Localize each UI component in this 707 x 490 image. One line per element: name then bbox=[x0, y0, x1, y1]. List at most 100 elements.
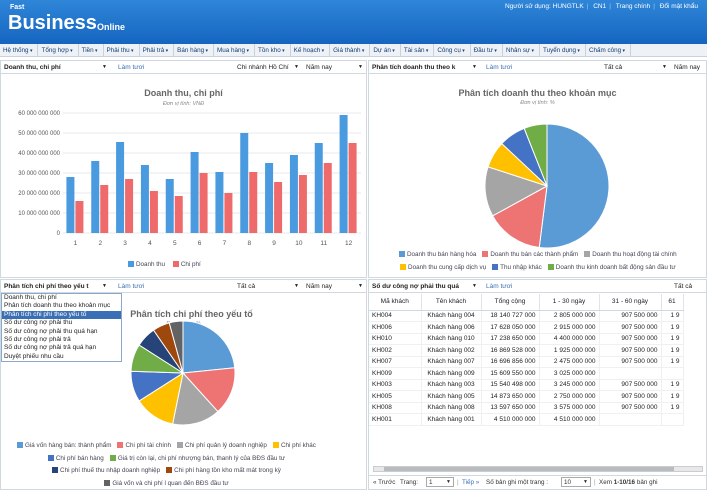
menu-item[interactable]: Nhân sự bbox=[503, 44, 541, 56]
scrollbar-thumb[interactable] bbox=[384, 467, 674, 471]
receivables-panel: Số dư công nợ phải thu quá ▼ Làm tươi Tấ… bbox=[368, 279, 707, 490]
chevron-down-icon[interactable]: ▼ bbox=[358, 283, 363, 289]
table-row[interactable]: KH003 Khách hàng 003 15 540 498 000 3 245 0… bbox=[369, 379, 684, 391]
per-page-label: Số bản ghi một trang : bbox=[486, 479, 548, 486]
table-cell: 17 238 650 000 bbox=[481, 333, 540, 345]
bar bbox=[274, 182, 283, 233]
table-cell: 16 869 528 000 bbox=[481, 344, 540, 357]
refresh-link[interactable]: Làm tươi bbox=[486, 283, 513, 290]
pie-slice bbox=[182, 320, 236, 374]
menu-item[interactable]: Tồn kho bbox=[255, 44, 291, 56]
report-select[interactable]: Số dư công nợ phải thu quá bbox=[372, 283, 459, 290]
chevron-down-icon[interactable]: ▼ bbox=[294, 64, 299, 70]
menu-item[interactable]: Dự án bbox=[370, 44, 401, 56]
column-header[interactable]: 31 - 60 ngày bbox=[599, 294, 662, 311]
legend-item: Doanh thu bán hàng hóa bbox=[399, 251, 476, 258]
menu-item[interactable]: Chấm công bbox=[586, 44, 632, 56]
dropdown-option[interactable]: Số dư công nợ phải trả quá hạn bbox=[4, 344, 97, 352]
table-row[interactable]: KH002 Khách hàng 002 16 869 528 000 1 925 0… bbox=[369, 344, 684, 357]
table-cell: 1 9 bbox=[661, 333, 684, 345]
filter-select[interactable]: Tất cả bbox=[674, 283, 693, 290]
home-link[interactable]: Trang chính bbox=[615, 3, 651, 10]
column-header[interactable]: Mã khách bbox=[369, 294, 422, 311]
bar bbox=[249, 172, 258, 233]
table-cell: 907 500 000 bbox=[599, 321, 662, 334]
pie-slice bbox=[181, 367, 236, 413]
dropdown-option[interactable]: Số dư công nợ phải trả bbox=[4, 335, 71, 343]
user-label: Người sử dụng: HUNGTLK bbox=[504, 3, 584, 10]
chevron-down-icon[interactable]: ▼ bbox=[472, 64, 477, 70]
table-cell bbox=[661, 367, 684, 380]
period-select[interactable]: Năm nay bbox=[306, 283, 333, 290]
revenue-expense-panel: Doanh thu, chi phí ▼ Làm tươi Chi nhánh … bbox=[0, 60, 367, 278]
menu-item[interactable]: Bán hàng bbox=[174, 44, 215, 56]
dropdown-option[interactable]: Phân tích chi phí theo yếu tố bbox=[2, 310, 121, 320]
report-select[interactable]: Phân tích doanh thu theo k bbox=[372, 64, 456, 71]
menu-item[interactable]: Đầu tư bbox=[471, 44, 503, 56]
dropdown-option[interactable]: Số dư công nợ phải thu bbox=[4, 319, 73, 327]
filter-select[interactable]: Tất cả bbox=[604, 64, 623, 71]
menu-item[interactable]: Hệ thống bbox=[0, 44, 39, 56]
menu-item[interactable]: Giá thành bbox=[330, 44, 371, 56]
bar bbox=[339, 115, 348, 233]
page-select[interactable]: 1 ▼ bbox=[426, 477, 454, 487]
column-header[interactable]: 61 bbox=[661, 294, 684, 311]
menu-item[interactable]: Phải trả bbox=[140, 44, 175, 56]
chevron-down-icon[interactable]: ▼ bbox=[294, 283, 299, 289]
logo-fast: Fast bbox=[10, 4, 25, 11]
table-row[interactable]: KH001 Khách hàng 001 4 510 000 000 4 510 00… bbox=[369, 413, 684, 426]
table-row[interactable]: KH009 Khách hàng 009 15 609 550 000 3 025 0… bbox=[369, 367, 684, 380]
menu-item[interactable]: Phải thu bbox=[104, 44, 140, 56]
column-header[interactable]: 1 - 30 ngày bbox=[539, 294, 600, 311]
menu-item[interactable]: Tiền bbox=[79, 44, 104, 56]
legend-item: Chi phí khác bbox=[272, 442, 316, 449]
table-cell: KH008 bbox=[369, 402, 422, 414]
table-row[interactable]: KH006 Khách hàng 006 17 628 050 000 2 915 0… bbox=[369, 321, 684, 334]
column-header[interactable]: Tên khách bbox=[421, 294, 482, 311]
menu-item[interactable]: Công cụ bbox=[434, 44, 471, 56]
refresh-link[interactable]: Làm tươi bbox=[486, 64, 513, 71]
table-row[interactable]: KH008 Khách hàng 008 13 597 650 000 3 575 0… bbox=[369, 402, 684, 414]
expense-pie-chart bbox=[130, 320, 236, 426]
per-page-select[interactable]: 10 ▼ bbox=[561, 477, 591, 487]
dropdown-option[interactable]: Doanh thu, chi phí bbox=[4, 294, 57, 301]
table-row[interactable]: KH004 Khách hàng 004 18 140 727 000 2 805 0… bbox=[369, 310, 684, 322]
table-row[interactable]: KH007 Khách hàng 007 16 696 856 000 2 475 0… bbox=[369, 356, 684, 368]
bar bbox=[199, 173, 208, 233]
change-password-link[interactable]: Đổi mật khẩu bbox=[659, 3, 698, 10]
refresh-link[interactable]: Làm tươi bbox=[118, 283, 145, 290]
horizontal-scrollbar[interactable] bbox=[373, 466, 703, 472]
filter-select[interactable]: Tất cả bbox=[237, 283, 256, 290]
branch-select[interactable]: Chi nhánh Hồ Chí bbox=[237, 64, 289, 71]
x-tick-label: 7 bbox=[223, 240, 227, 247]
column-header[interactable]: Tổng cộng bbox=[481, 294, 540, 311]
prev-page-link[interactable]: « Trước bbox=[373, 479, 396, 486]
menu-item[interactable]: Kế hoạch bbox=[291, 44, 331, 56]
dropdown-option[interactable]: Duyệt phiếu nhu cầu bbox=[4, 352, 64, 360]
chevron-down-icon[interactable]: ▼ bbox=[472, 283, 477, 289]
period-select[interactable]: Năm nay bbox=[306, 64, 333, 71]
legend-item: Giá trị còn lại, chi phí nhượng bán, tha… bbox=[109, 454, 285, 462]
x-tick-label: 4 bbox=[148, 240, 152, 247]
report-select[interactable]: Doanh thu, chi phí bbox=[4, 64, 61, 71]
dropdown-option[interactable]: Số dư công nợ phải thu quá hạn bbox=[4, 327, 98, 335]
table-cell: 17 628 050 000 bbox=[481, 321, 540, 334]
menu-item[interactable]: Tuyển dụng bbox=[540, 44, 586, 56]
chevron-down-icon[interactable]: ▼ bbox=[102, 64, 107, 70]
period-select[interactable]: Năm nay bbox=[674, 64, 701, 71]
menu-item[interactable]: Tài sản bbox=[401, 44, 435, 56]
report-select[interactable]: Phân tích chi phí theo yếu t bbox=[4, 283, 89, 290]
chevron-down-icon[interactable]: ▼ bbox=[102, 283, 107, 289]
refresh-link[interactable]: Làm tươi bbox=[118, 64, 145, 71]
table-row[interactable]: KH010 Khách hàng 010 17 238 650 000 4 400 0… bbox=[369, 333, 684, 345]
menu-item[interactable]: Tổng hợp bbox=[38, 44, 79, 56]
next-page-link[interactable]: Tiếp » bbox=[462, 479, 480, 486]
branch-link[interactable]: CN1 bbox=[593, 3, 607, 10]
chevron-down-icon[interactable]: ▼ bbox=[662, 64, 667, 70]
menu-item[interactable]: Mua hàng bbox=[214, 44, 255, 56]
chevron-down-icon[interactable]: ▼ bbox=[358, 64, 363, 70]
chart-subtitle: Đơn vị tính: % bbox=[520, 100, 555, 106]
table-row[interactable]: KH005 Khách hàng 005 14 873 650 000 2 750 0… bbox=[369, 390, 684, 403]
dropdown-option[interactable]: Phân tích doanh thu theo khoản mục bbox=[4, 302, 111, 310]
table-cell: 13 597 650 000 bbox=[481, 402, 540, 414]
